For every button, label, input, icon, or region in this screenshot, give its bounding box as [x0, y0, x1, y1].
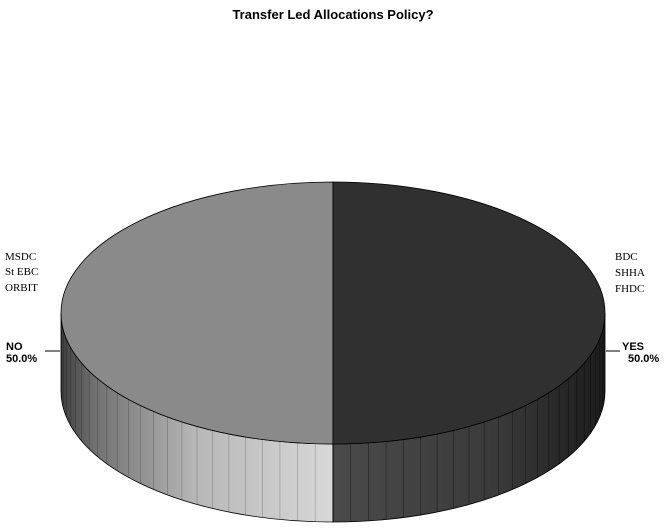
no-label: NO — [6, 341, 23, 353]
no-member-3: ORBIT — [5, 282, 38, 294]
yes-member-3: FHDC — [615, 283, 644, 295]
no-members-label: MSDC St EBC ORBIT — [5, 251, 38, 294]
pie-slice-yes — [332, 181, 606, 445]
chart-title: Transfer Led Allocations Policy? — [232, 7, 433, 22]
no-member-2: St EBC — [5, 266, 38, 278]
pie-slice-no — [60, 181, 334, 445]
pie-side-stripes — [61, 321, 605, 522]
yes-member-2: SHHA — [615, 267, 645, 279]
yes-percent: 50.0% — [628, 353, 659, 365]
no-member-1: MSDC — [5, 251, 36, 263]
yes-label: YES — [622, 341, 644, 353]
yes-members-label: BDC SHHA FHDC — [615, 251, 645, 295]
yes-member-1: BDC — [615, 251, 638, 263]
no-percent: 50.0% — [6, 353, 37, 365]
